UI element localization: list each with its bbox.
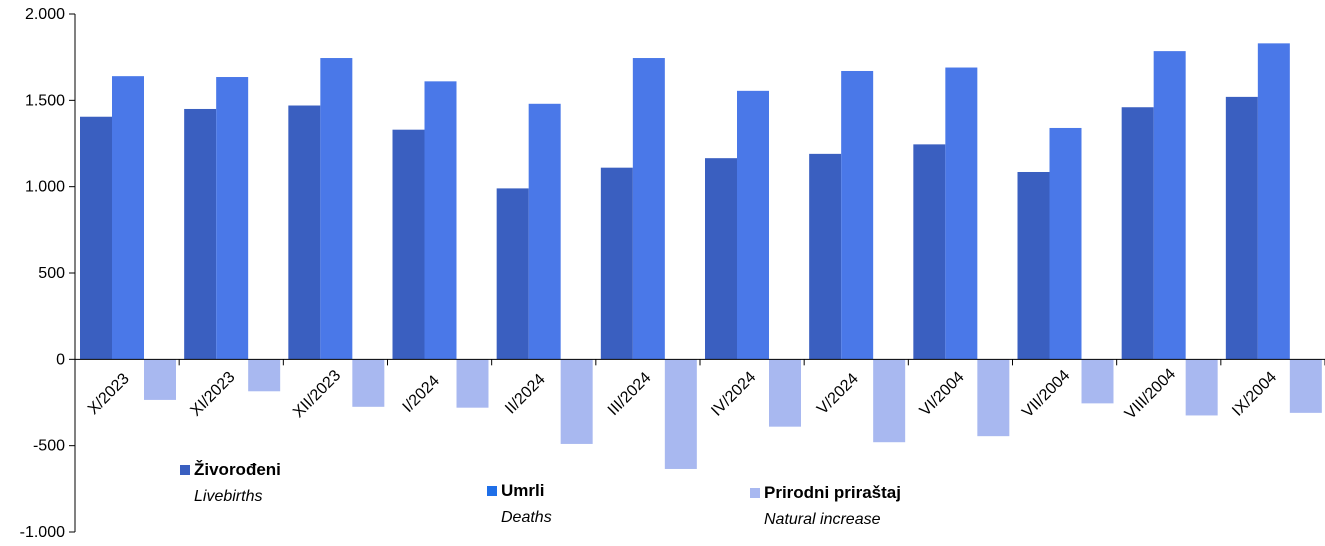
bar-s0-5 xyxy=(600,167,633,360)
y-tick-label: -1.000 xyxy=(20,524,65,541)
bar-s0-0 xyxy=(80,116,112,360)
legend-swatch-deaths xyxy=(487,486,497,496)
legend-label-livebirths: Živorođeni xyxy=(194,460,281,479)
y-tick-label: 2.000 xyxy=(25,6,65,23)
x-tick-label: XII/2023 xyxy=(290,367,344,421)
bar-s2-1 xyxy=(248,359,281,392)
x-tick-label: III/2024 xyxy=(605,369,655,419)
bar-s2-0 xyxy=(144,359,176,400)
bar-s1-3 xyxy=(424,81,457,360)
bar-s1-0 xyxy=(112,76,144,360)
bar-s0-11 xyxy=(1225,96,1258,360)
legend-swatch-livebirths xyxy=(180,465,190,475)
bar-s0-10 xyxy=(1121,107,1154,360)
bar-s0-4 xyxy=(496,188,529,360)
bar-s1-10 xyxy=(1153,51,1186,360)
bar-s1-2 xyxy=(320,58,353,360)
x-tick-label: X/2023 xyxy=(85,370,133,418)
bar-s1-4 xyxy=(528,103,561,360)
bar-s2-4 xyxy=(560,359,593,444)
bar-s0-9 xyxy=(1017,171,1050,360)
legend-label-deaths: Umrli xyxy=(501,481,545,500)
legend-label-natural-increase: Prirodni priraštaj xyxy=(764,483,901,502)
y-tick-label: 1.500 xyxy=(25,92,65,109)
legend-item-livebirths: Živorođeni Livebirths xyxy=(180,460,281,506)
x-tick-label: IV/2024 xyxy=(708,369,759,420)
bar-s0-2 xyxy=(288,105,321,360)
y-tick-label: -500 xyxy=(33,438,65,455)
y-tick-label: 500 xyxy=(38,265,65,282)
x-tick-label: XI/2023 xyxy=(187,369,238,420)
bar-s1-6 xyxy=(737,90,769,360)
y-tick-label: 0 xyxy=(56,351,65,368)
bar-s2-7 xyxy=(873,359,906,443)
bars-group xyxy=(80,43,1322,469)
legend-sublabel-deaths: Deaths xyxy=(501,509,552,526)
bar-s1-11 xyxy=(1257,43,1290,360)
y-tick-labels: -1.000 -500 0 500 1.000 1.500 2.000 xyxy=(20,6,65,541)
y-tick-label: 1.000 xyxy=(25,179,65,196)
legend-swatch-natural-increase xyxy=(750,488,760,498)
bar-s2-8 xyxy=(977,359,1010,437)
legend-item-deaths: Umrli Deaths xyxy=(487,481,552,527)
x-tick-label: VI/2004 xyxy=(917,369,968,420)
bar-s2-2 xyxy=(352,359,385,407)
bar-s2-10 xyxy=(1185,359,1218,416)
bar-s0-8 xyxy=(913,144,946,360)
bar-s1-5 xyxy=(632,58,665,360)
bar-s1-8 xyxy=(945,67,978,360)
bar-s0-7 xyxy=(809,153,842,360)
bar-s2-3 xyxy=(456,359,489,408)
bar-s1-7 xyxy=(841,70,874,360)
x-tick-label: II/2024 xyxy=(502,371,549,418)
bar-s0-1 xyxy=(184,108,217,360)
legend-sublabel-natural-increase: Natural increase xyxy=(764,511,881,528)
bar-s2-9 xyxy=(1081,359,1114,404)
axes-group xyxy=(69,13,1325,533)
x-tick-label: V/2024 xyxy=(814,370,862,418)
bar-s2-5 xyxy=(664,359,697,469)
x-tick-label: IX/2004 xyxy=(1229,369,1280,420)
bar-s0-3 xyxy=(392,129,425,360)
bar-s1-1 xyxy=(216,77,249,360)
bar-s2-11 xyxy=(1289,359,1322,413)
bar-s0-6 xyxy=(705,158,737,360)
bar-s1-9 xyxy=(1049,127,1082,360)
bar-s2-6 xyxy=(769,359,801,427)
x-tick-label: VIII/2004 xyxy=(1122,365,1179,422)
legend-sublabel-livebirths: Livebirths xyxy=(194,488,263,505)
legend-item-natural-increase: Prirodni priraštaj Natural increase xyxy=(750,483,901,529)
x-tick-label: VII/2004 xyxy=(1019,367,1073,421)
x-tick-label: I/2024 xyxy=(400,372,444,416)
